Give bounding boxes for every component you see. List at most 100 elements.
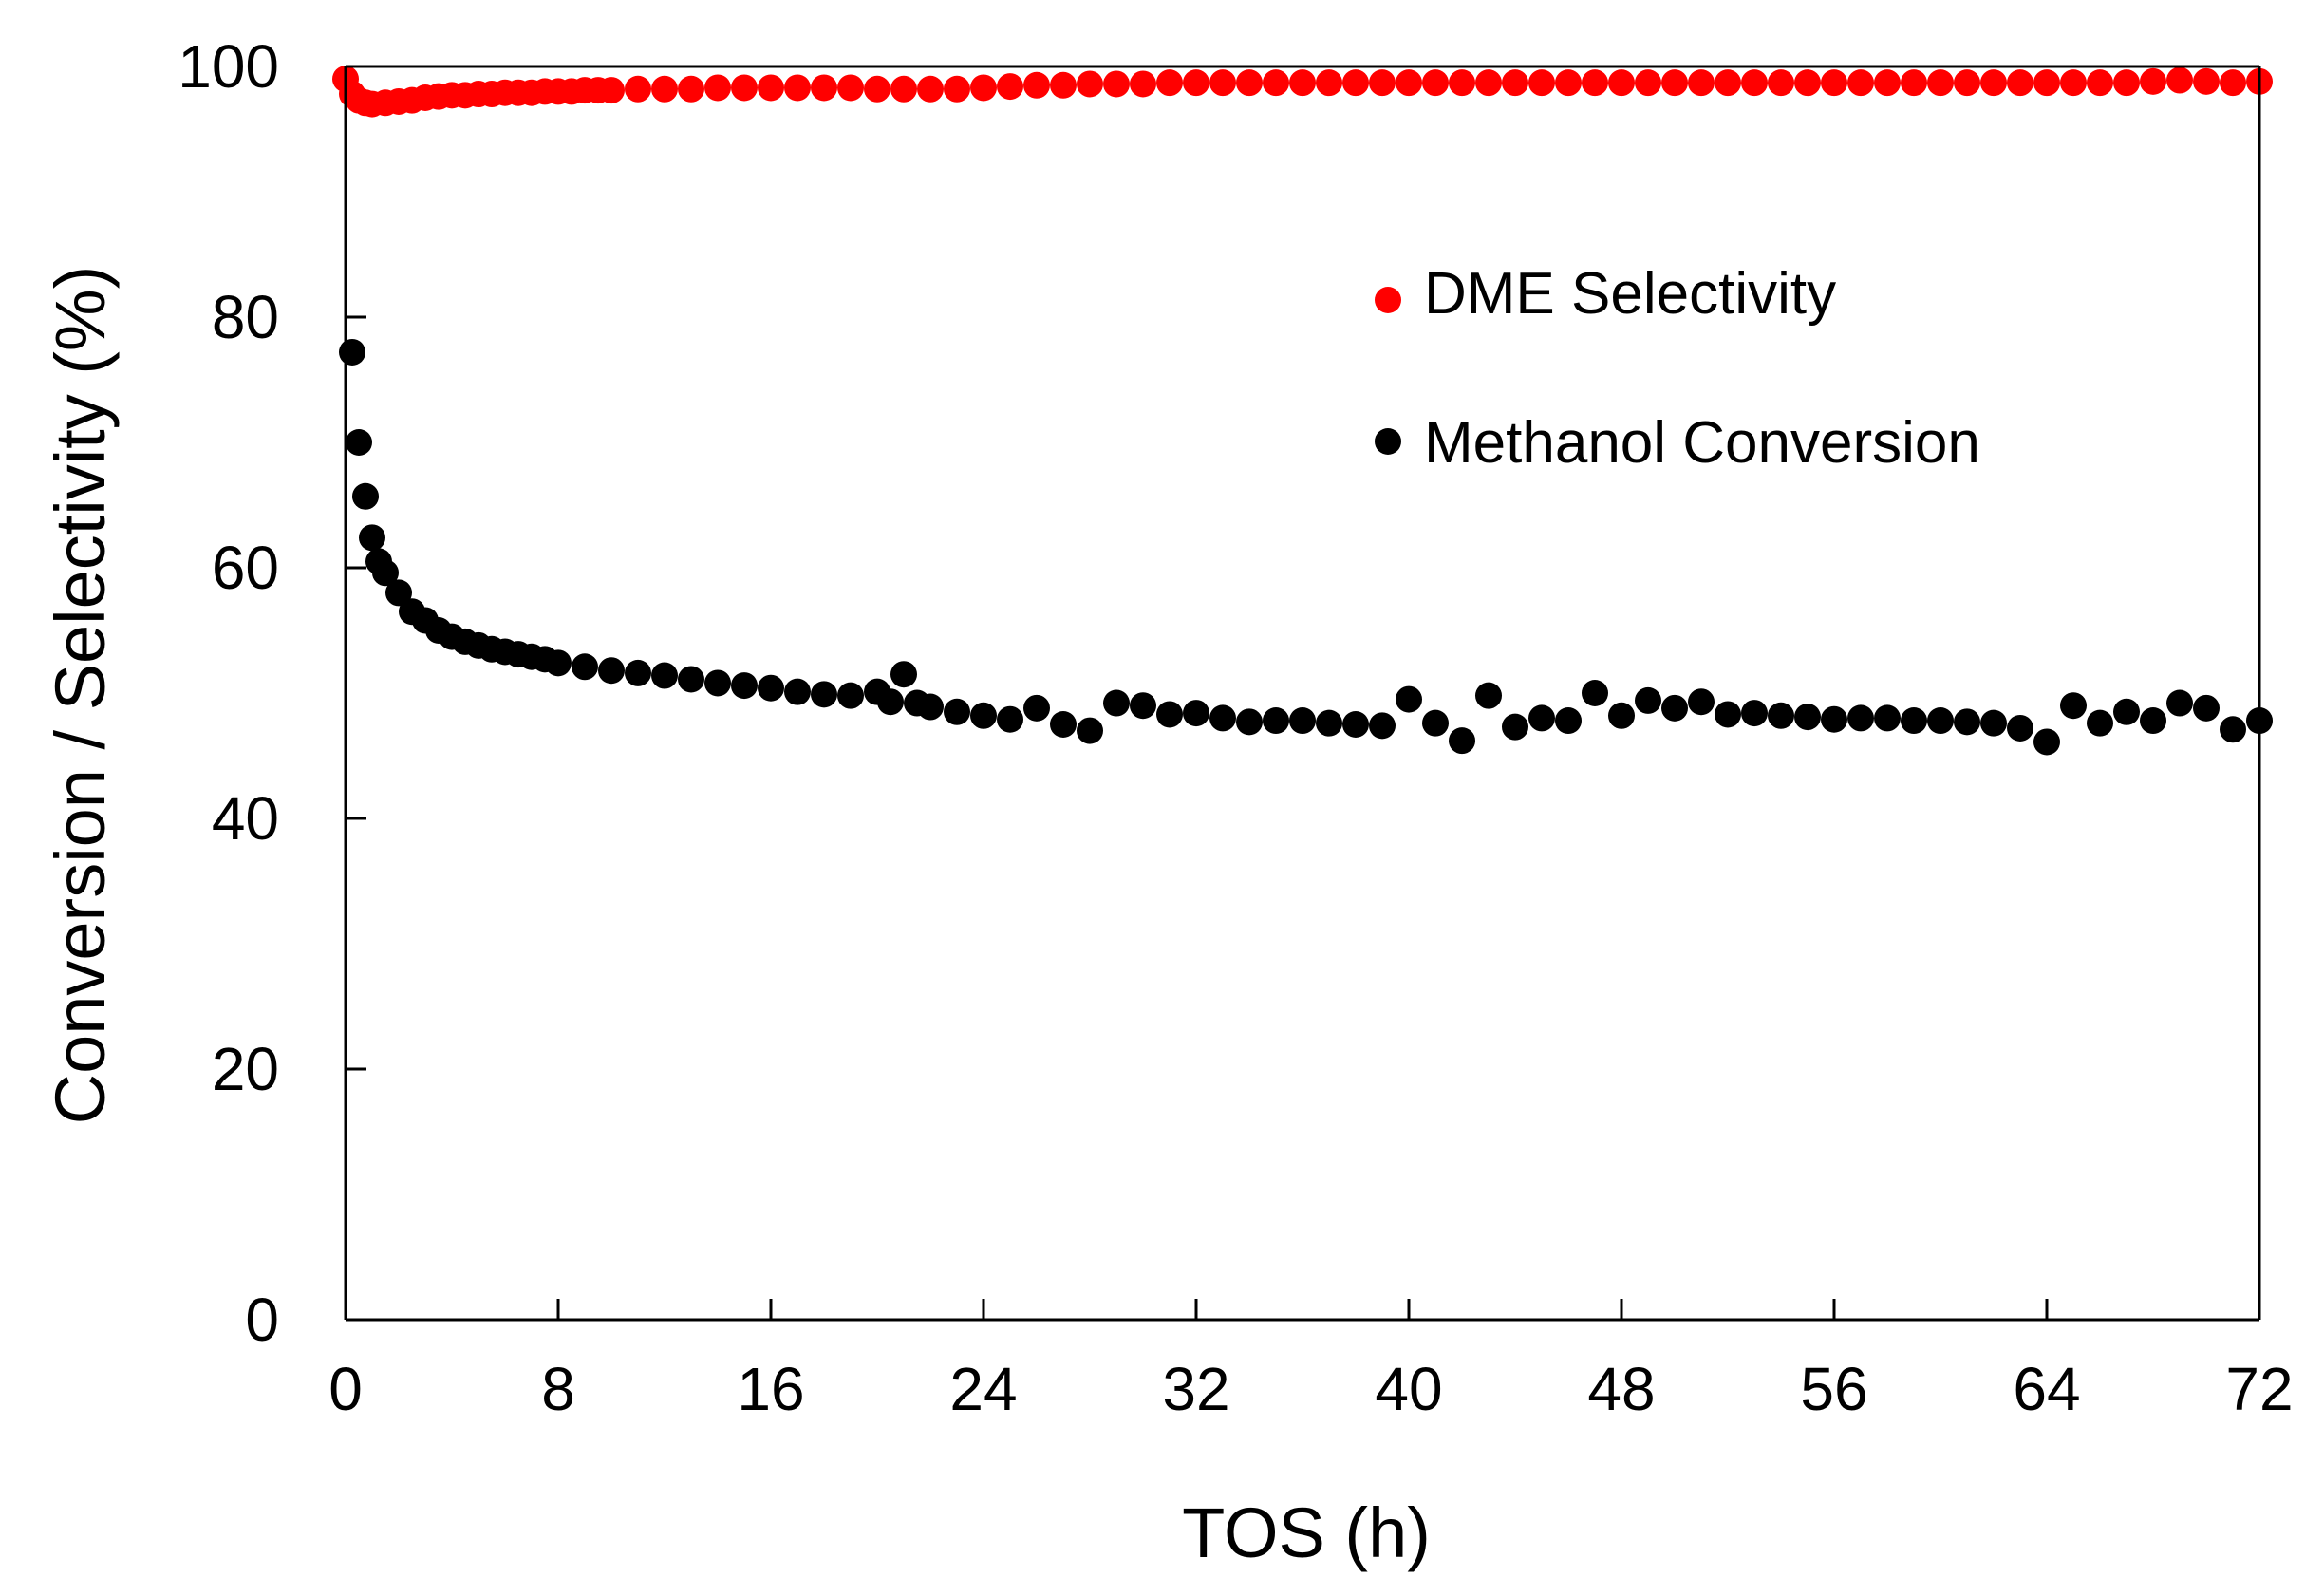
data-point: [758, 74, 784, 102]
data-point: [1502, 69, 1528, 97]
data-point: [1449, 727, 1475, 755]
data-point: [1077, 717, 1103, 744]
data-point: [758, 674, 784, 702]
data-point: [1422, 69, 1449, 97]
data-point: [1715, 701, 1741, 728]
data-point: [1954, 69, 1980, 97]
data-point: [2166, 66, 2193, 94]
data-point: [1263, 707, 1289, 735]
y-tick-label: 60: [212, 534, 279, 602]
data-point: [704, 74, 731, 102]
x-tick-label: 24: [949, 1355, 1017, 1423]
data-point: [1209, 69, 1236, 97]
data-point: [1980, 69, 2007, 97]
data-point: [2034, 69, 2060, 97]
data-point: [1342, 69, 1369, 97]
data-point: [1874, 69, 1901, 97]
data-point: [545, 649, 572, 677]
data-point: [1927, 69, 1954, 97]
data-point: [1954, 708, 1980, 736]
data-point: [1236, 708, 1263, 736]
data-point: [2087, 69, 2113, 97]
x-tick-label: 0: [328, 1355, 363, 1423]
data-point: [1316, 69, 1342, 97]
data-point: [2113, 69, 2140, 97]
data-point: [1794, 704, 1821, 731]
data-point: [598, 657, 625, 685]
data-point: [1874, 704, 1901, 732]
data-point: [2007, 714, 2034, 742]
data-point: [1847, 69, 1874, 97]
data-point: [1528, 704, 1555, 732]
data-point: [2140, 67, 2166, 95]
data-point: [346, 429, 372, 456]
data-point: [1236, 69, 1263, 97]
legend-label-methanol-conversion: Methanol Conversion: [1424, 410, 1980, 476]
data-point: [1741, 69, 1768, 97]
data-point: [1741, 700, 1768, 727]
data-point: [811, 681, 837, 708]
data-point: [1768, 69, 1794, 97]
data-point: [731, 74, 758, 102]
y-tick-label: 80: [212, 283, 279, 351]
data-point: [1582, 69, 1608, 97]
x-tick-label: 72: [2225, 1355, 2293, 1423]
x-tick-label: 32: [1162, 1355, 1229, 1423]
data-point: [1183, 700, 1209, 727]
y-tick-label: 40: [212, 784, 279, 853]
data-point: [890, 661, 917, 688]
data-point: [1156, 69, 1183, 97]
data-point: [1183, 69, 1209, 97]
data-point: [625, 659, 651, 686]
data-point: [1316, 709, 1342, 737]
legend: DME Selectivity Methanol Conversion: [1375, 261, 1980, 476]
data-point: [2193, 694, 2220, 722]
data-point: [1688, 688, 1715, 716]
data-point: [970, 74, 997, 102]
data-point: [1475, 682, 1502, 709]
data-point: [2220, 716, 2246, 743]
data-point: [997, 73, 1023, 101]
data-point: [651, 75, 678, 103]
data-point: [1794, 69, 1821, 97]
data-point: [970, 702, 997, 729]
data-point: [784, 678, 811, 705]
y-axis-ticks: 0 20 40 60 80 100: [178, 32, 366, 1354]
data-point: [1582, 680, 1608, 706]
data-point: [1528, 69, 1555, 97]
data-point: [917, 75, 944, 103]
data-point: [1130, 70, 1156, 98]
data-point: [997, 705, 1023, 733]
y-tick-label: 20: [212, 1035, 279, 1103]
x-axis-title: TOS (h): [1182, 1493, 1431, 1572]
data-point: [1289, 707, 1316, 735]
data-point: [877, 688, 904, 716]
data-point: [1768, 702, 1794, 729]
x-tick-label: 56: [1800, 1355, 1867, 1423]
data-point: [352, 482, 379, 510]
series-dme-selectivity: [332, 66, 2273, 118]
data-point: [2087, 709, 2113, 737]
data-point: [1555, 707, 1582, 735]
data-point: [784, 74, 811, 102]
data-point: [1077, 70, 1103, 98]
legend-marker-methanol-conversion: [1375, 428, 1401, 455]
data-point: [385, 579, 412, 607]
legend-marker-dme-selectivity: [1375, 287, 1401, 313]
data-series: [332, 66, 2273, 756]
data-point: [1369, 69, 1396, 97]
data-point: [572, 653, 598, 681]
data-point: [598, 77, 625, 104]
x-tick-label: 64: [2013, 1355, 2080, 1423]
data-point: [2034, 728, 2060, 756]
data-point: [2166, 689, 2193, 717]
y-axis-title: Conversion / Selectivity (%): [41, 266, 120, 1125]
data-point: [1980, 709, 2007, 737]
data-point: [1263, 69, 1289, 97]
data-point: [1342, 711, 1369, 738]
data-point: [2007, 69, 2034, 97]
data-point: [1715, 69, 1741, 97]
data-point: [372, 559, 399, 587]
y-tick-label: 100: [178, 32, 279, 101]
